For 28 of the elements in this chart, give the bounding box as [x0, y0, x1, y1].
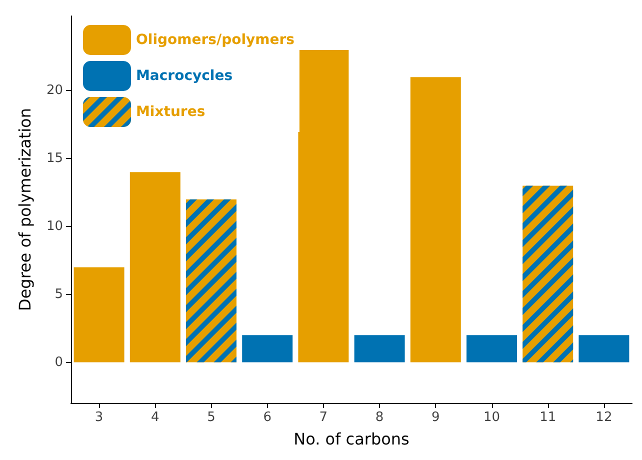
y-tick-label: 0: [54, 354, 63, 370]
x-tick-label: 8: [375, 410, 384, 425]
bar: [242, 335, 293, 362]
bar: [130, 172, 180, 362]
x-axis-title: No. of carbons: [294, 430, 410, 448]
x-tick-label: 6: [263, 410, 272, 425]
x-tick-label: 7: [319, 410, 328, 425]
x-tick-label: 11: [540, 410, 556, 425]
x-tick-label: 9: [432, 410, 440, 425]
x-tick-label: 3: [94, 410, 104, 425]
bar: [298, 50, 349, 362]
legend-label: Oligomers/polymers: [136, 32, 294, 48]
y-tick-label: 15: [46, 151, 63, 166]
bar: [410, 77, 461, 362]
y-tick-label: 20: [46, 83, 63, 98]
legend-label: Macrocycles: [136, 68, 233, 84]
bar: [74, 267, 124, 362]
x-tick-label: 12: [596, 410, 612, 425]
y-tick-label: 10: [46, 218, 63, 234]
y-axis-title: Degree of polymerization: [16, 108, 34, 311]
x-tick-label: 5: [207, 410, 216, 425]
bar: [354, 335, 405, 362]
x-tick-label: 4: [151, 410, 160, 425]
y-tick-label: 5: [54, 286, 63, 302]
legend-label: Mixtures: [136, 104, 206, 120]
x-tick-label: 10: [483, 410, 500, 425]
bar: [578, 335, 630, 362]
bar: [466, 335, 517, 362]
